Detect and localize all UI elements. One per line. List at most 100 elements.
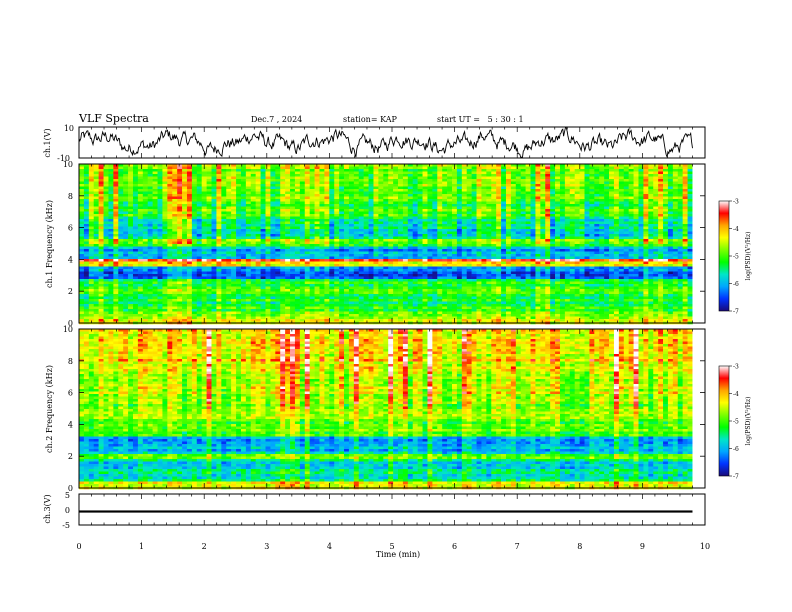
- spectrogram-cell: [422, 169, 428, 172]
- spectrogram-cell: [388, 231, 394, 235]
- spectrogram-cell: [231, 176, 237, 180]
- spectrogram-cell: [530, 229, 536, 232]
- spectrogram-cell: [348, 196, 355, 200]
- spectrogram-cell: [388, 214, 394, 217]
- spectrogram-cell: [505, 256, 512, 260]
- spectrogram-cell: [88, 199, 95, 202]
- spectrogram-cell: [206, 191, 212, 195]
- spectrogram-cell: [255, 234, 261, 237]
- spectrogram-cell: [407, 196, 414, 200]
- spectrogram-cell: [407, 191, 414, 195]
- spectrogram-cell: [540, 236, 546, 240]
- spectrogram-cell: [407, 209, 414, 212]
- spectrogram-cell: [211, 224, 217, 227]
- spectrogram-cell: [402, 219, 409, 222]
- spectrogram-cell: [638, 169, 644, 172]
- spectrogram-cell: [329, 196, 335, 200]
- spectrogram-cell: [172, 221, 178, 225]
- spectrogram-cell: [329, 236, 335, 240]
- spectrogram-cell: [599, 191, 605, 195]
- spectrogram-cell: [348, 189, 355, 192]
- spectrogram-cell: [79, 201, 85, 205]
- spectrogram-cell: [476, 189, 482, 192]
- spectrogram-cell: [486, 259, 492, 262]
- spectrogram-cell: [452, 184, 458, 187]
- spectrogram-cell: [260, 219, 266, 222]
- spectrogram-cell: [486, 189, 492, 192]
- spectrogram-cell: [589, 259, 595, 262]
- spectrogram-cell: [658, 224, 664, 227]
- spectrogram-cell: [540, 176, 546, 180]
- spectrogram-cell: [113, 251, 119, 255]
- spectrogram-cell: [216, 236, 222, 240]
- spectrogram-cell: [88, 191, 95, 195]
- spectrogram-cell: [452, 216, 458, 220]
- spectrogram-cell: [378, 244, 384, 247]
- spectrogram-cell: [564, 181, 571, 185]
- spectrogram-cell: [584, 216, 590, 220]
- spectrogram-cell: [520, 244, 526, 247]
- spectrogram-cell: [240, 256, 247, 260]
- spectrogram-cell: [633, 236, 639, 240]
- spectrogram-cell: [648, 226, 654, 230]
- spectrogram-cell: [471, 211, 477, 215]
- spectrogram-cell: [211, 231, 217, 235]
- spectrogram-cell: [132, 191, 139, 195]
- spectrogram-cell: [299, 189, 306, 192]
- spectrogram-cell: [447, 244, 453, 247]
- spectrogram-cell: [540, 256, 546, 260]
- spectrogram-cell: [609, 169, 615, 172]
- spectrogram-cell: [555, 259, 561, 262]
- spectrogram-cell: [162, 251, 168, 255]
- spectrogram-cell: [186, 234, 193, 237]
- spectrogram-cell: [422, 204, 428, 207]
- spectrogram-cell: [309, 176, 315, 180]
- spectrogram-cell: [378, 174, 384, 177]
- spectrogram-cell: [260, 251, 266, 255]
- spectrogram-cell: [466, 259, 472, 262]
- spectrogram-cell: [83, 174, 90, 177]
- spectrogram-cell: [407, 236, 414, 240]
- spectrogram-cell: [221, 184, 227, 187]
- spectrogram-cell: [687, 231, 693, 235]
- spectrogram-cell: [98, 231, 104, 235]
- spectrogram-cell: [569, 211, 575, 215]
- spectrogram-cell: [505, 169, 512, 172]
- spectrogram-cell: [329, 171, 335, 175]
- spectrogram-cell: [633, 189, 639, 192]
- spectrogram-cell: [216, 256, 222, 260]
- spectrogram-cell: [559, 256, 566, 260]
- spectrogram-cell: [599, 206, 605, 210]
- spectrogram-cell: [191, 171, 198, 175]
- spectrogram-cell: [236, 189, 242, 192]
- spectrogram-cell: [186, 189, 193, 192]
- spectrogram-cell: [221, 259, 227, 262]
- spectrogram-cell: [452, 249, 458, 252]
- spectrogram-cell: [672, 209, 679, 212]
- spectrogram-cell: [599, 259, 605, 262]
- spectrogram-cell: [383, 169, 389, 172]
- spectrogram-cell: [329, 191, 335, 195]
- spectrogram-cell: [447, 204, 453, 207]
- spectrogram-cell: [142, 244, 149, 247]
- spectrogram-cell: [191, 174, 198, 177]
- spectrogram-cell: [216, 204, 222, 207]
- spectrogram-cell: [510, 166, 517, 170]
- spectrogram-cell: [309, 214, 315, 217]
- spectrogram-cell: [348, 254, 355, 257]
- spectrogram-cell: [633, 239, 639, 242]
- spectrogram-cell: [216, 216, 222, 220]
- spectrogram-cell: [348, 211, 355, 215]
- spectrogram-cell: [432, 224, 438, 227]
- spectrogram-cell: [260, 176, 266, 180]
- spectrogram-cell: [653, 211, 659, 215]
- spectrogram-cell: [250, 236, 256, 240]
- spectrogram-cell: [275, 214, 281, 217]
- spectrogram-cell: [221, 221, 227, 225]
- spectrogram-cell: [285, 239, 291, 242]
- spectrogram-cell: [388, 184, 394, 187]
- spectrogram-cell: [123, 224, 129, 227]
- spectrogram-cell: [648, 206, 654, 210]
- spectrogram-cell: [613, 171, 620, 175]
- spectrogram-cell: [481, 191, 487, 195]
